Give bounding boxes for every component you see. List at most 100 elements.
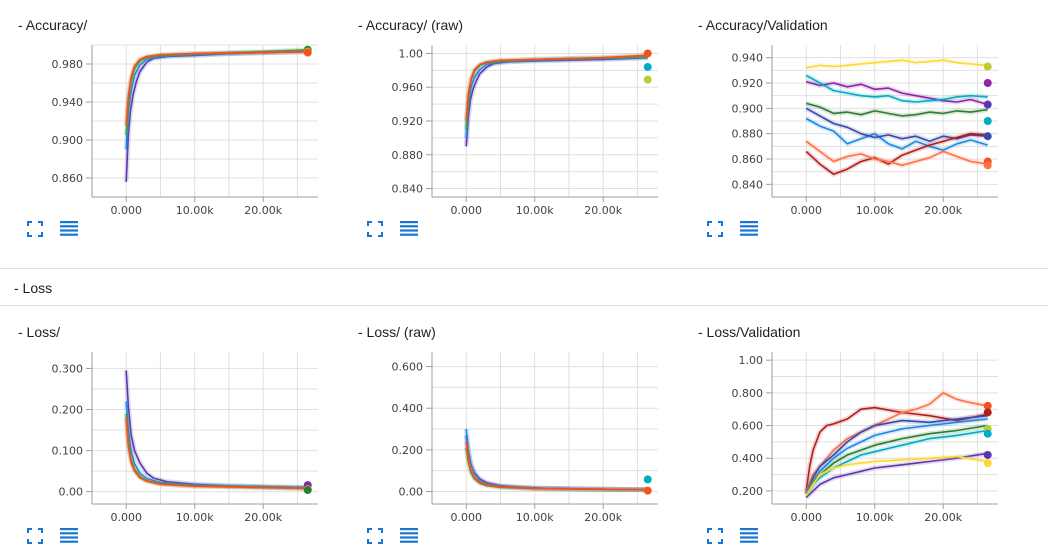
chart-toolbar <box>366 220 446 240</box>
y-tick-label: 0.600 <box>392 361 424 374</box>
fullscreen-icon[interactable] <box>706 527 724 545</box>
x-tick-label: 10.00k <box>516 511 554 524</box>
series-line <box>465 56 648 130</box>
series-end-marker <box>983 401 992 410</box>
series-line <box>125 50 308 126</box>
series-shadow <box>463 434 648 493</box>
series-line <box>125 50 308 182</box>
x-tick-label: 0.000 <box>450 511 482 524</box>
chart-title: - Loss/Validation <box>698 324 801 340</box>
chart-title: - Accuracy/ <box>18 17 88 33</box>
series-end-marker <box>983 117 992 125</box>
y-tick-label: 0.940 <box>732 52 764 65</box>
series-line <box>465 441 648 491</box>
y-tick-label: 0.200 <box>732 485 764 498</box>
chart-loss-validation[interactable]: 0.200 0.400 0.600 0.800 1.00 0.000 10.00k 20.00… <box>680 307 1020 527</box>
series-end-marker <box>983 450 992 459</box>
series-line <box>465 54 648 122</box>
y-tick-label: 0.900 <box>732 102 764 115</box>
data-table-icon[interactable] <box>60 220 78 238</box>
x-tick-label: 20.00k <box>244 204 282 217</box>
chart-accuracy-raw[interactable]: 0.840 0.880 0.920 0.960 1.00 0.000 10.00k 20.00… <box>340 0 680 220</box>
series-end-marker <box>303 486 312 495</box>
x-tick-label: 0.000 <box>790 511 822 524</box>
section-divider <box>0 305 1048 306</box>
chart-panel-loss: - Loss/ 0.00 0.100 0.200 0.300 0.000 10.00k 20… <box>0 307 340 547</box>
series-line <box>125 417 308 490</box>
grid <box>432 45 658 197</box>
x-tick-label: 0.000 <box>110 511 142 524</box>
fullscreen-icon[interactable] <box>706 220 724 238</box>
series-end-marker <box>983 429 992 438</box>
y-tick-label: 0.00 <box>59 486 84 499</box>
y-tick-label: 0.100 <box>52 445 84 458</box>
series-line <box>805 132 988 175</box>
chart-toolbar <box>706 527 786 547</box>
series-line <box>805 140 988 167</box>
series-end-marker <box>643 62 652 71</box>
series-shadow <box>463 54 648 130</box>
chart-panel-loss-raw: - Loss/ (raw) 0.00 0.200 0.400 0.600 0.000 10… <box>340 307 680 547</box>
x-tick-label: 20.00k <box>584 204 622 217</box>
data-table-icon[interactable] <box>400 527 418 545</box>
series-end-marker <box>643 475 652 484</box>
chart-panel-accuracy-validation: - Accuracy/Validation 0.840 0.860 0.880 0.9… <box>680 0 1020 240</box>
grid <box>432 352 658 504</box>
fullscreen-icon[interactable] <box>26 220 44 238</box>
data-table-icon[interactable] <box>740 220 758 238</box>
y-tick-label: 0.200 <box>392 444 424 457</box>
y-tick-label: 0.800 <box>732 387 764 400</box>
series-line <box>805 452 988 499</box>
x-tick-label: 0.000 <box>450 204 482 217</box>
x-tick-label: 20.00k <box>584 511 622 524</box>
chart-loss-raw[interactable]: 0.00 0.200 0.400 0.600 0.000 10.00k 20.00k <box>340 307 680 527</box>
fullscreen-icon[interactable] <box>26 527 44 545</box>
y-tick-label: 0.200 <box>52 404 84 417</box>
chart-accuracy-validation[interactable]: 0.840 0.860 0.880 0.900 0.920 0.940 0.000 10.00… <box>680 0 1020 220</box>
x-tick-label: 0.000 <box>110 204 142 217</box>
chart-accuracy[interactable]: 0.860 0.900 0.940 0.980 0.000 10.00k 20.00k <box>0 0 340 220</box>
fullscreen-icon[interactable] <box>366 527 384 545</box>
chart-loss[interactable]: 0.00 0.100 0.200 0.300 0.000 10.00k 20.00k <box>0 307 340 527</box>
series-line <box>805 455 988 497</box>
y-tick-label: 0.880 <box>732 128 764 141</box>
series-shadow <box>123 47 308 136</box>
data-table-icon[interactable] <box>60 527 78 545</box>
y-tick-label: 0.600 <box>732 420 764 433</box>
chart-title: - Loss/ (raw) <box>358 324 436 340</box>
group-title-loss[interactable]: - Loss <box>14 280 53 296</box>
series-line <box>805 418 988 495</box>
x-tick-label: 10.00k <box>856 204 894 217</box>
series-shadow <box>463 55 648 139</box>
series-shadow <box>123 49 308 126</box>
data-table-icon[interactable] <box>740 527 758 545</box>
grid <box>92 352 318 504</box>
series-line <box>465 428 648 491</box>
series-shadow <box>123 370 308 491</box>
fullscreen-icon[interactable] <box>366 220 384 238</box>
series-line <box>465 56 648 138</box>
series-shadow <box>123 48 308 150</box>
chart-panel-accuracy: - Accuracy/ 0.860 0.900 0.940 0.980 0.000 10.… <box>0 0 340 240</box>
x-tick-label: 20.00k <box>924 511 962 524</box>
data-table-icon[interactable] <box>400 220 418 238</box>
series-end-marker <box>983 161 992 170</box>
x-tick-label: 20.00k <box>924 204 962 217</box>
series-line <box>805 406 988 492</box>
x-tick-label: 0.000 <box>790 204 822 217</box>
series-line <box>805 117 988 151</box>
chart-toolbar <box>366 527 446 547</box>
series-line <box>806 59 988 69</box>
series-end-marker <box>983 408 992 417</box>
chart-title: - Accuracy/Validation <box>698 17 828 33</box>
series-end-marker <box>303 48 312 57</box>
series-line <box>805 102 988 117</box>
series-line <box>805 74 988 103</box>
series-line <box>805 429 988 495</box>
series-shadow <box>123 49 308 182</box>
series-shadow <box>463 55 648 147</box>
series-line <box>125 401 308 489</box>
y-tick-label: 0.880 <box>392 149 424 162</box>
y-tick-label: 0.920 <box>392 115 424 128</box>
series-line <box>125 49 308 136</box>
